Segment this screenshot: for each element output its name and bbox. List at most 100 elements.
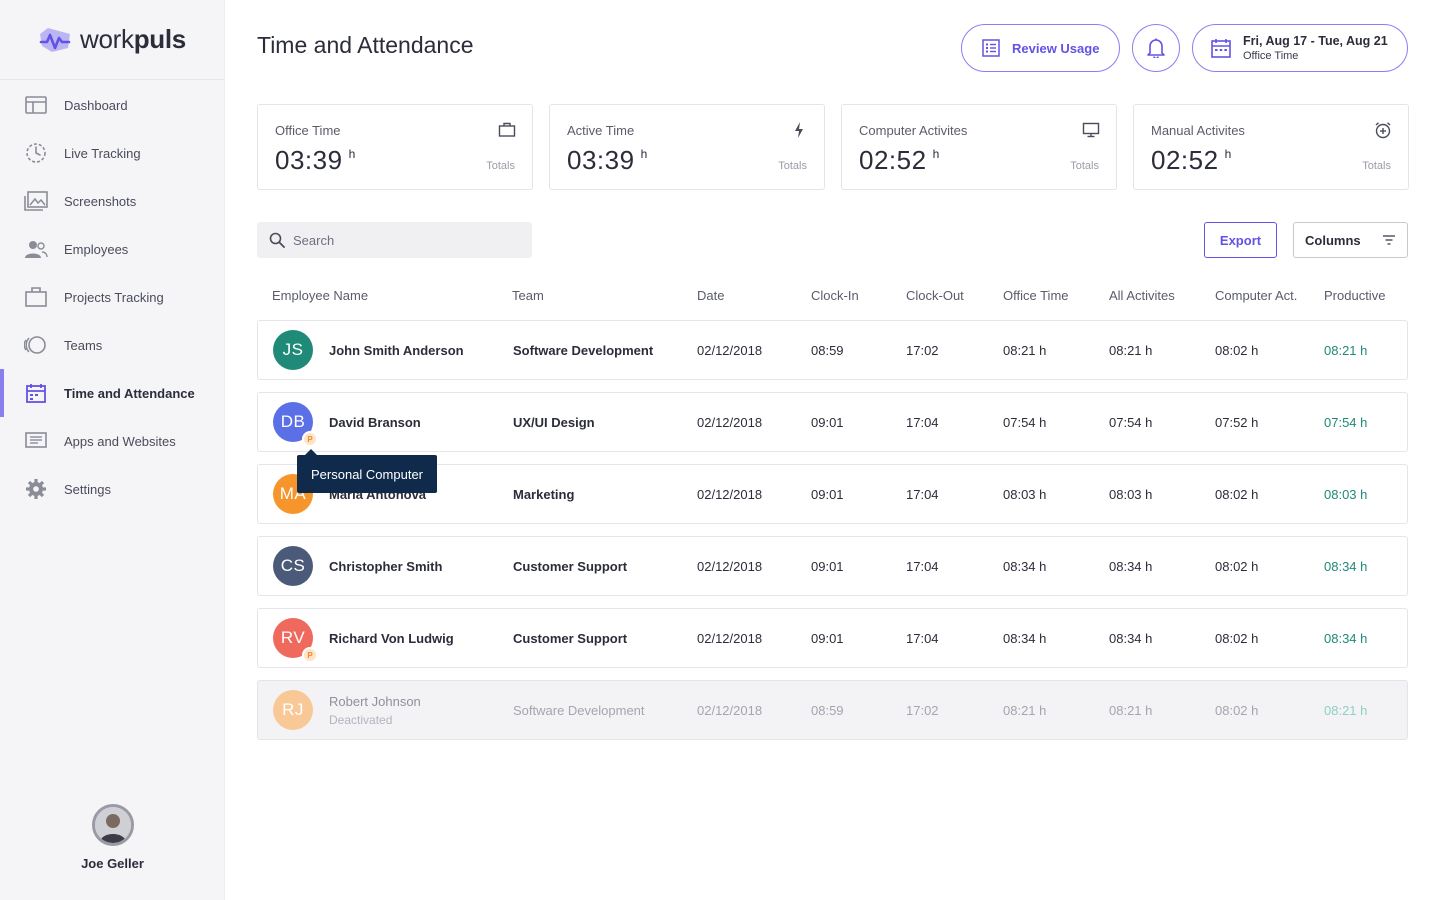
stat-card-title: Computer Activites [859, 123, 968, 138]
employee-name[interactable]: Robert Johnson [329, 693, 421, 709]
clock-in-cell: 08:59 [811, 702, 844, 718]
stat-card-title: Office Time [275, 123, 341, 138]
sidebar-item-teams[interactable]: Teams [0, 321, 224, 369]
search-box[interactable] [257, 222, 532, 258]
personal-computer-badge[interactable]: P [302, 647, 318, 663]
date-range-picker[interactable]: Fri, Aug 17 - Tue, Aug 21 Office Time [1192, 24, 1408, 72]
column-header-computer-act[interactable]: Computer Act. [1215, 288, 1298, 303]
all-activites-cell: 08:03 h [1109, 486, 1153, 502]
list-icon [982, 39, 1000, 57]
live-tracking-icon [24, 141, 48, 165]
clock-in-cell: 08:59 [811, 342, 844, 358]
review-usage-button[interactable]: Review Usage [961, 24, 1120, 72]
clock-out-cell: 17:04 [906, 486, 939, 502]
employee-name[interactable]: Richard Von Ludwig [329, 630, 454, 646]
search-input[interactable] [293, 232, 513, 248]
sidebar-item-time-and-attendance[interactable]: Time and Attendance [0, 369, 224, 417]
productive-cell: 08:21 h [1324, 342, 1368, 358]
sidebar-item-employees[interactable]: Employees [0, 225, 224, 273]
sidebar: workpuls Dashboard Live Tracking Screens… [0, 0, 225, 900]
table-row[interactable]: DB P David Branson UX/UI Design 02/12/20… [257, 392, 1408, 452]
alarm-plus-icon [1375, 122, 1391, 139]
avatar: RJ [273, 690, 313, 730]
column-header-all-activites[interactable]: All Activites [1109, 288, 1175, 303]
calendar-icon [24, 381, 48, 405]
columns-button[interactable]: Columns [1293, 222, 1408, 258]
column-header-office-time[interactable]: Office Time [1003, 288, 1069, 303]
office-time-cell: 08:34 h [1003, 630, 1047, 646]
calendar-icon [1211, 39, 1231, 58]
employee-name[interactable]: Christopher Smith [329, 558, 443, 574]
team-cell: Software Development [513, 342, 654, 358]
stat-card-office-time: Office Time 03:39 h Totals [257, 104, 533, 190]
date-cell: 02/12/2018 [697, 630, 763, 646]
briefcase-icon [498, 122, 516, 137]
productive-cell: 08:34 h [1324, 630, 1368, 646]
column-header-clock-in[interactable]: Clock-In [811, 288, 859, 303]
all-activites-cell: 08:34 h [1109, 630, 1153, 646]
avatar[interactable] [91, 804, 134, 846]
column-header-clock-out[interactable]: Clock-Out [906, 288, 964, 303]
sidebar-item-label: Employees [64, 241, 129, 257]
export-button[interactable]: Export [1204, 222, 1277, 258]
office-time-cell: 08:21 h [1003, 702, 1047, 718]
employee-name[interactable]: John Smith Anderson [329, 342, 464, 358]
sidebar-item-apps-and-websites[interactable]: Apps and Websites [0, 417, 224, 465]
column-header-team[interactable]: Team [512, 288, 544, 303]
team-cell: Software Development [513, 702, 645, 718]
logo-icon [39, 27, 71, 52]
productive-cell: 08:03 h [1324, 486, 1368, 502]
office-time-cell: 08:34 h [1003, 558, 1047, 574]
personal-computer-badge[interactable]: P [302, 431, 318, 447]
sidebar-item-label: Time and Attendance [64, 385, 195, 401]
table-row-deactivated[interactable]: RJ Robert Johnson Deactivated Software D… [257, 680, 1408, 740]
stat-card-totals: Totals [1070, 160, 1099, 172]
search-icon [269, 232, 285, 248]
computer-act-cell: 08:02 h [1215, 486, 1259, 502]
all-activites-cell: 07:54 h [1109, 414, 1153, 430]
column-header-productive[interactable]: Productive [1324, 288, 1386, 303]
brand-logo[interactable]: workpuls [0, 0, 224, 80]
stat-card-value: 03:39 h [567, 145, 648, 175]
date-cell: 02/12/2018 [697, 558, 763, 574]
table-row[interactable]: RV P Richard Von Ludwig Customer Support… [257, 608, 1408, 668]
table-row[interactable]: MA Maria Antonova Marketing 02/12/2018 0… [257, 464, 1408, 524]
employees-icon [24, 237, 48, 261]
notifications-button[interactable] [1132, 24, 1180, 72]
table-row[interactable]: JS John Smith Anderson Software Developm… [257, 320, 1408, 380]
sidebar-item-settings[interactable]: Settings [0, 465, 224, 513]
all-activites-cell: 08:21 h [1109, 342, 1153, 358]
date-cell: 02/12/2018 [697, 342, 763, 358]
computer-act-cell: 08:02 h [1215, 702, 1259, 718]
screenshots-icon [24, 189, 48, 213]
computer-act-cell: 07:52 h [1215, 414, 1259, 430]
productive-cell: 07:54 h [1324, 414, 1368, 430]
computer-act-cell: 08:02 h [1215, 630, 1259, 646]
column-header-employee-name[interactable]: Employee Name [272, 288, 369, 303]
employee-name[interactable]: David Branson [329, 414, 421, 430]
gear-icon [24, 477, 48, 501]
office-time-cell: 08:03 h [1003, 486, 1047, 502]
stat-card-title: Active Time [567, 123, 635, 138]
clock-in-cell: 09:01 [811, 630, 844, 646]
tooltip: Personal Computer [297, 449, 437, 493]
sidebar-item-projects-tracking[interactable]: Projects Tracking [0, 273, 224, 321]
date-cell: 02/12/2018 [697, 486, 763, 502]
stat-card-computer-activites: Computer Activites 02:52 h Totals [841, 104, 1117, 190]
column-header-date[interactable]: Date [697, 288, 725, 303]
sidebar-item-live-tracking[interactable]: Live Tracking [0, 129, 224, 177]
sidebar-item-dashboard[interactable]: Dashboard [0, 81, 224, 129]
sidebar-item-label: Apps and Websites [64, 433, 176, 449]
sidebar-item-label: Projects Tracking [64, 289, 164, 305]
stat-card-totals: Totals [778, 160, 807, 172]
user-profile[interactable]: Joe Geller [0, 804, 225, 871]
clock-in-cell: 09:01 [811, 486, 844, 502]
sidebar-item-screenshots[interactable]: Screenshots [0, 177, 224, 225]
stat-card-totals: Totals [486, 160, 515, 172]
avatar: JS [273, 330, 313, 370]
monitor-icon [1082, 122, 1100, 138]
table-row[interactable]: CS Christopher Smith Customer Support 02… [257, 536, 1408, 596]
filter-icon [1383, 235, 1395, 245]
bell-icon [1147, 38, 1165, 58]
clock-out-cell: 17:04 [906, 558, 939, 574]
